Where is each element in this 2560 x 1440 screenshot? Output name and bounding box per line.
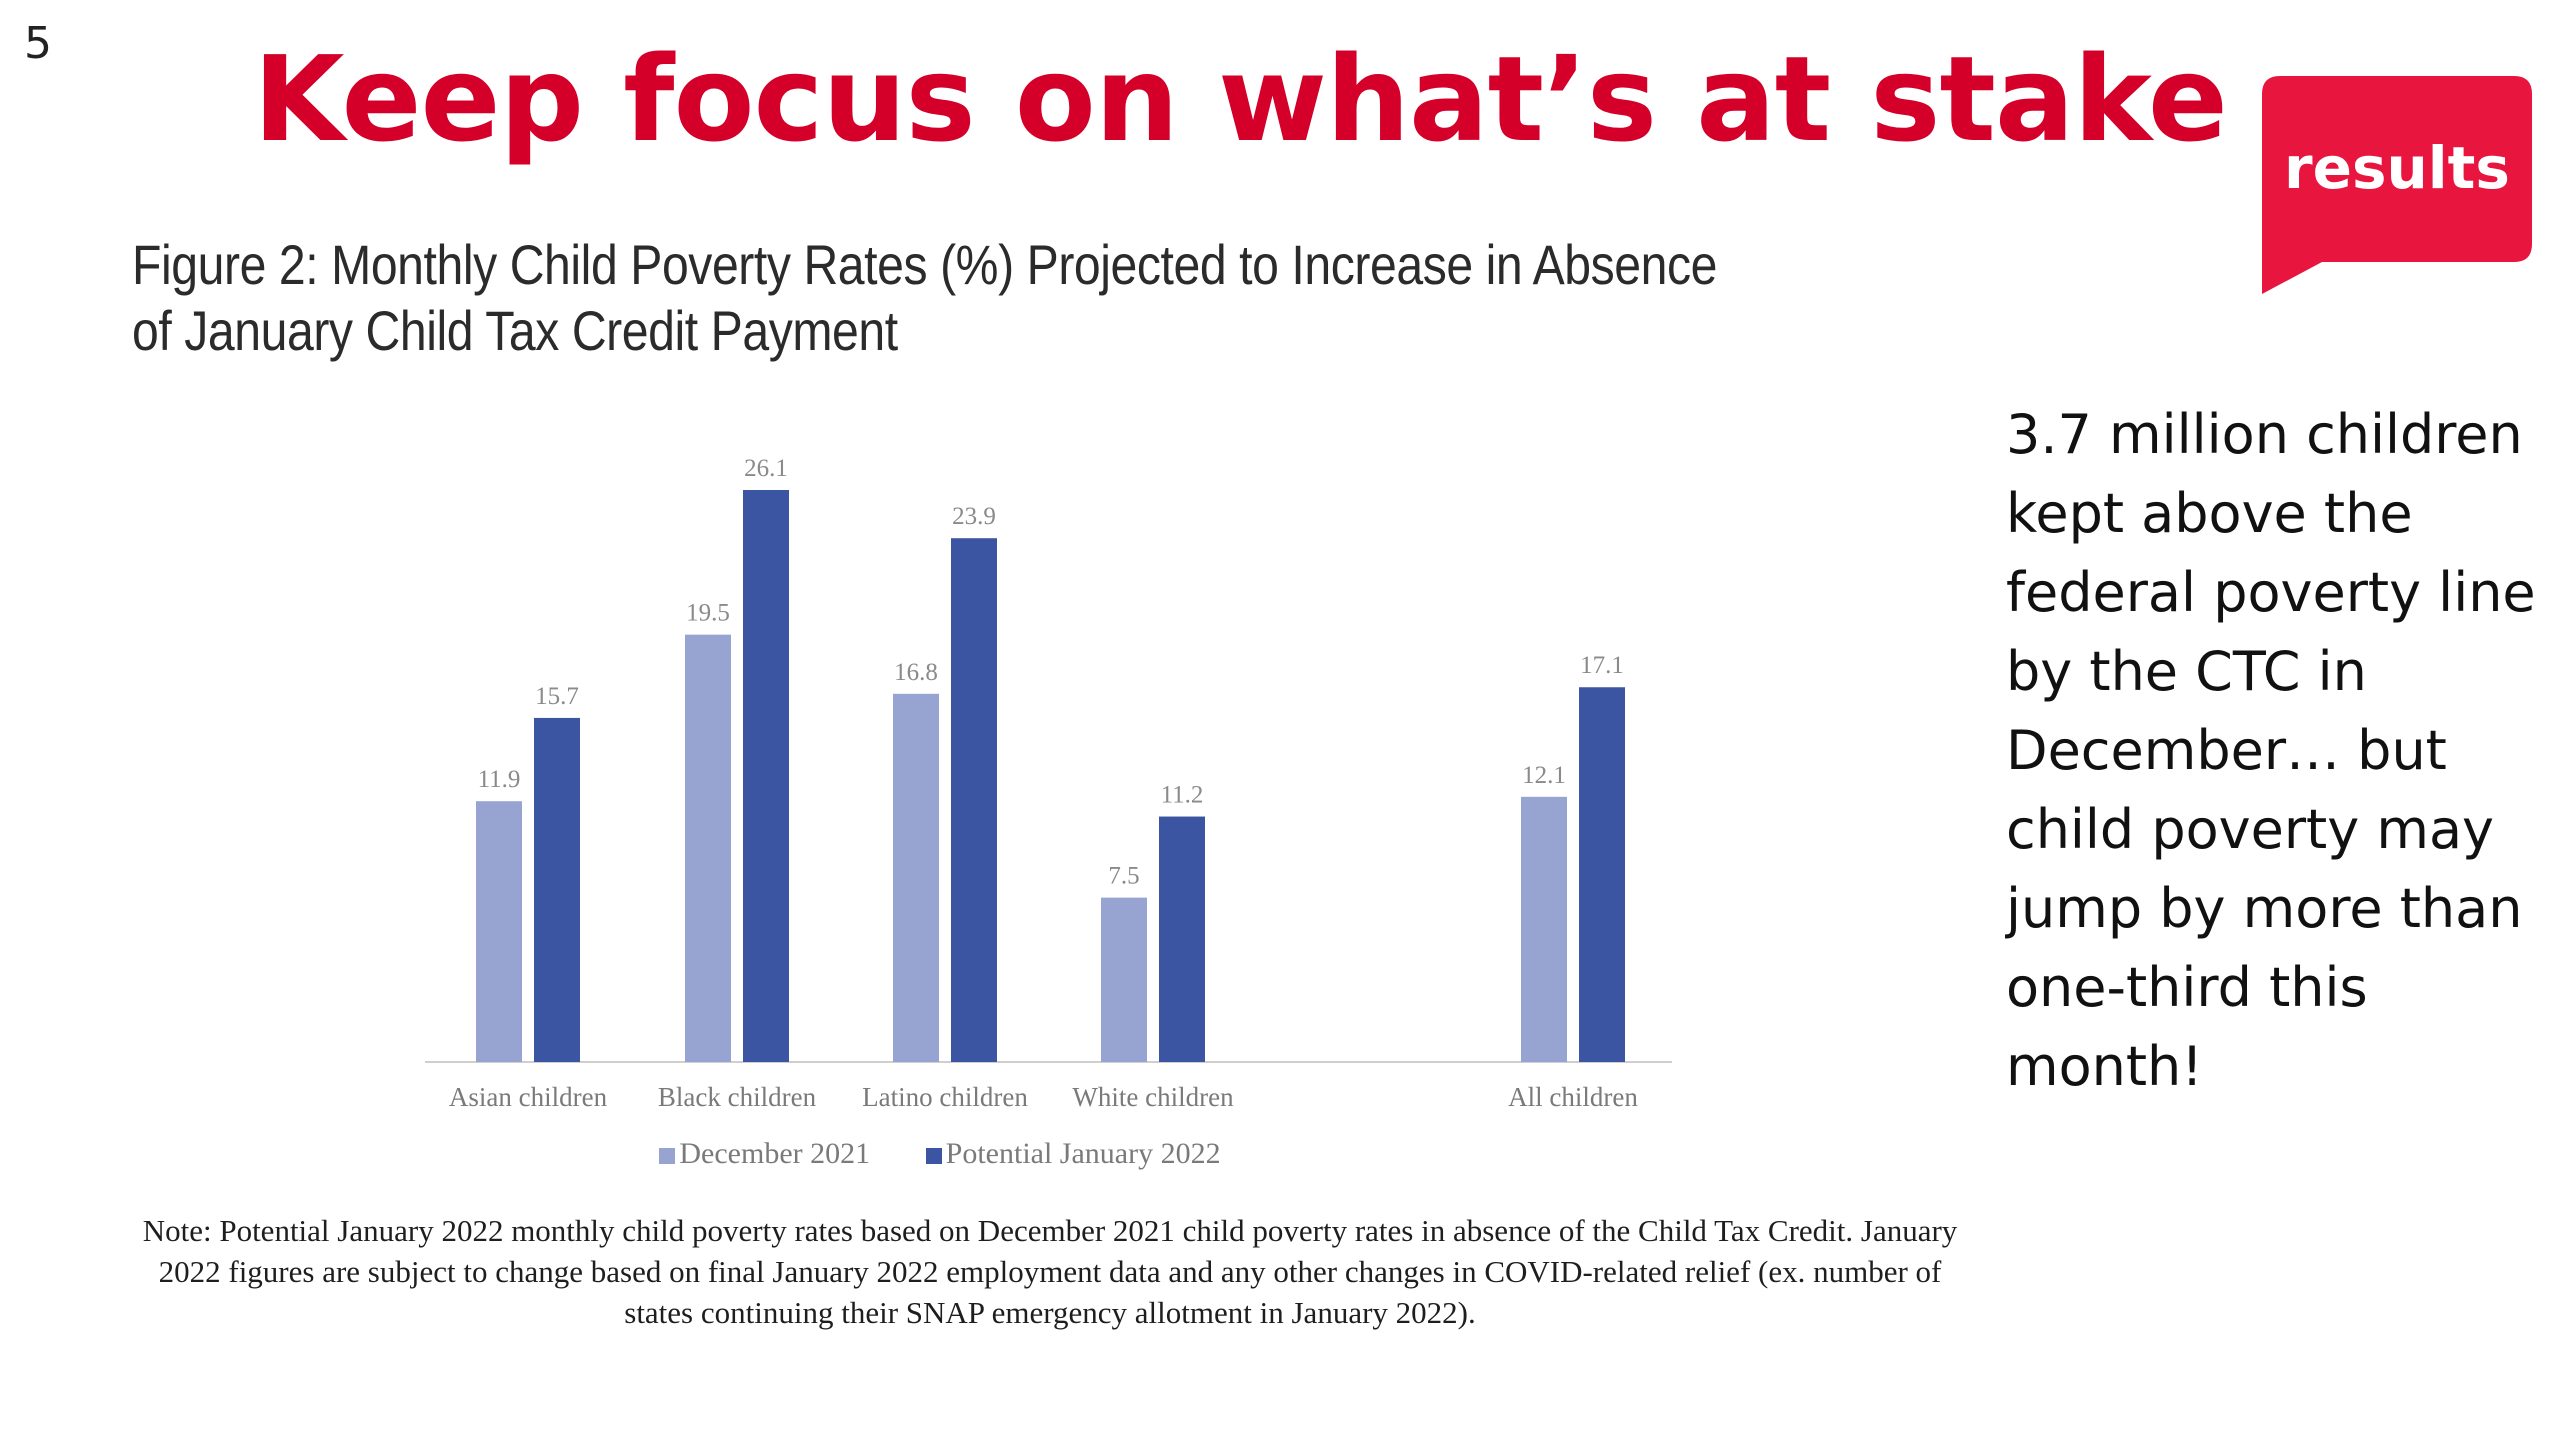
legend-swatch-dark (925, 1148, 942, 1165)
data-label-white-children-potential-january-2022: 11.2 (1161, 782, 1204, 809)
bar-latino-children-potential-january-2022 (951, 538, 997, 1062)
category-label-asian-children: Asian children (449, 1082, 608, 1112)
bar-all-children-december-2021 (1521, 796, 1567, 1062)
legend-swatch-light (659, 1148, 676, 1165)
slide-title: Keep focus on what’s at stake (253, 30, 2228, 168)
bar-all-children-potential-january-2022 (1579, 687, 1625, 1062)
category-label-latino-children: Latino children (862, 1082, 1028, 1112)
figure-title: Figure 2: Monthly Child Poverty Rates (%… (132, 233, 1717, 362)
side-callout-text: 3.7 million children kept above the fede… (2006, 403, 2536, 1098)
bar-black-children-potential-january-2022 (743, 490, 789, 1062)
data-label-latino-children-december-2021: 16.8 (894, 659, 938, 686)
slide-number: 5 (24, 18, 52, 69)
bar-asian-children-potential-january-2022 (534, 717, 580, 1062)
data-label-black-children-december-2021: 19.5 (686, 600, 730, 627)
category-label-all-children: All children (1508, 1082, 1638, 1112)
data-label-all-children-potential-january-2022: 17.1 (1580, 652, 1624, 679)
bar-white-children-december-2021 (1101, 897, 1147, 1062)
results-logo-icon: results (2262, 76, 2532, 294)
legend-item-december-2021: December 2021 (659, 1137, 870, 1171)
bar-asian-children-december-2021 (476, 801, 522, 1062)
figure-note: Note: Potential January 2022 monthly chi… (142, 1213, 1958, 1330)
category-label-white-children: White children (1072, 1082, 1234, 1112)
logo-speech-bubble (2262, 76, 2532, 294)
legend-label: December 2021 (679, 1137, 871, 1170)
category-label-black-children: Black children (658, 1082, 817, 1112)
results-logo: results (2262, 76, 2532, 294)
data-label-black-children-potential-january-2022: 26.1 (744, 455, 788, 482)
data-label-asian-children-december-2021: 11.9 (478, 766, 521, 793)
legend-label: Potential January 2022 (945, 1137, 1221, 1170)
logo-text: results (2284, 134, 2510, 202)
bar-white-children-potential-january-2022 (1159, 816, 1205, 1062)
data-label-asian-children-potential-january-2022: 15.7 (535, 683, 579, 710)
chart-legend: December 2021 Potential January 2022 (0, 1137, 1880, 1171)
legend-item-january-2022: Potential January 2022 (925, 1137, 1221, 1171)
data-label-white-children-december-2021: 7.5 (1108, 863, 1139, 890)
bar-latino-children-december-2021 (893, 693, 939, 1062)
bar-black-children-december-2021 (685, 634, 731, 1062)
data-label-all-children-december-2021: 12.1 (1522, 762, 1566, 789)
data-label-latino-children-potential-january-2022: 23.9 (952, 503, 996, 530)
